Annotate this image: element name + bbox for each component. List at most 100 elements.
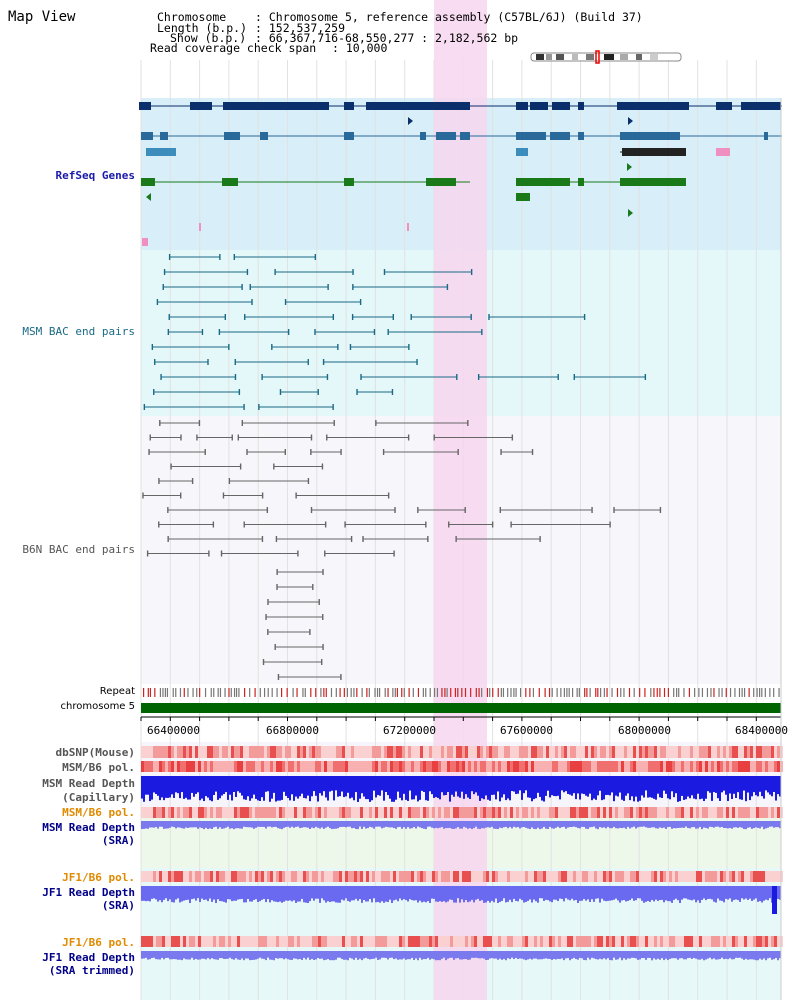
read-depth-bar	[673, 821, 675, 829]
read-depth-bar	[261, 821, 263, 827]
gene-arrow	[627, 163, 632, 171]
polymorphism-mark	[669, 746, 672, 758]
polymorphism-mark	[189, 871, 192, 882]
track-label-jf1-depth-trim-sub: (SRA trimmed)	[48, 964, 135, 977]
polymorphism-mark	[624, 871, 627, 882]
polymorphism-mark	[465, 871, 468, 882]
polymorphism-mark	[537, 807, 540, 818]
polymorphism-mark	[777, 761, 780, 772]
read-depth-bar	[475, 821, 477, 827]
polymorphism-mark	[405, 746, 408, 758]
polymorphism-mark	[603, 936, 606, 947]
read-depth-bar	[441, 951, 443, 959]
repeat-mark	[162, 688, 164, 697]
polymorphism-mark	[465, 936, 468, 947]
polymorphism-mark	[225, 936, 228, 947]
polymorphism-mark	[573, 807, 576, 818]
polymorphism-mark	[153, 807, 156, 818]
read-depth-bar	[349, 776, 351, 799]
polymorphism-mark	[648, 761, 651, 772]
polymorphism-mark	[693, 807, 696, 818]
read-depth-bar	[613, 886, 615, 900]
repeat-mark	[683, 688, 685, 697]
read-depth-bar	[765, 951, 767, 961]
polymorphism-mark	[654, 936, 657, 947]
repeat-mark	[154, 688, 156, 697]
polymorphism-mark	[657, 807, 660, 818]
polymorphism-mark	[510, 871, 513, 882]
read-depth-bar	[571, 951, 573, 959]
track-label-refseq[interactable]: RefSeq Genes	[55, 169, 135, 182]
read-depth-bar	[481, 776, 483, 799]
polymorphism-mark	[246, 746, 249, 758]
polymorphism-mark	[720, 871, 723, 882]
gene-exon	[516, 193, 530, 201]
track-label-msm-bac[interactable]: MSM BAC end pairs	[22, 325, 135, 338]
repeat-mark	[725, 688, 727, 697]
read-depth-bar	[391, 951, 393, 958]
repeat-mark	[769, 688, 771, 697]
polymorphism-mark	[288, 807, 291, 818]
repeat-mark	[529, 688, 531, 697]
read-depth-bar	[411, 951, 413, 958]
polymorphism-mark	[519, 746, 522, 758]
track-label-b6n-bac[interactable]: B6N BAC end pairs	[22, 543, 135, 556]
read-depth-bar	[725, 951, 727, 959]
polymorphism-mark	[378, 936, 381, 947]
read-depth-bar	[681, 886, 683, 900]
gene-exon	[460, 132, 470, 140]
polymorphism-mark	[633, 871, 636, 882]
read-depth-bar	[163, 951, 165, 960]
polymorphism-mark	[429, 807, 432, 818]
polymorphism-mark	[252, 807, 255, 818]
polymorphism-mark	[141, 746, 144, 758]
polymorphism-mark	[528, 807, 531, 818]
polymorphism-mark	[243, 746, 246, 758]
polymorphism-mark	[165, 746, 168, 758]
polymorphism-mark	[339, 807, 342, 818]
read-depth-bar	[561, 886, 563, 899]
read-depth-bar	[655, 886, 657, 900]
polymorphism-mark	[492, 761, 495, 772]
read-depth-bar	[595, 951, 597, 960]
polymorphism-mark	[198, 871, 201, 882]
repeat-mark	[620, 688, 622, 697]
polymorphism-mark	[633, 746, 636, 758]
read-depth-bar	[603, 776, 605, 800]
read-depth-bar	[405, 951, 407, 960]
read-depth-bar	[279, 886, 281, 902]
read-depth-bar	[557, 886, 559, 902]
polymorphism-mark	[585, 807, 588, 818]
read-depth-bar	[711, 951, 713, 960]
gene-exon	[516, 178, 566, 186]
polymorphism-mark	[318, 871, 321, 882]
polymorphism-mark	[501, 936, 504, 947]
read-depth-bar	[513, 821, 515, 827]
repeat-mark	[412, 688, 414, 697]
polymorphism-mark	[297, 936, 300, 947]
read-depth-bar	[185, 886, 187, 901]
read-depth-bar	[403, 886, 405, 900]
polymorphism-mark	[153, 871, 156, 882]
read-depth-bar	[711, 886, 713, 900]
polymorphism-mark	[219, 761, 222, 772]
polymorphism-mark	[180, 761, 183, 772]
polymorphism-mark	[261, 871, 264, 882]
read-depth-bar	[303, 886, 305, 903]
polymorphism-mark	[744, 807, 747, 818]
polymorphism-mark	[516, 936, 519, 947]
read-depth-bar	[451, 951, 453, 958]
read-depth-bar	[419, 776, 421, 800]
polymorphism-mark	[396, 807, 399, 818]
polymorphism-mark	[537, 871, 540, 882]
read-depth-bar	[641, 776, 643, 796]
polymorphism-mark	[675, 936, 678, 947]
polymorphism-mark	[636, 936, 639, 947]
gene-exon	[516, 132, 546, 140]
polymorphism-mark	[585, 871, 588, 882]
read-depth-bar	[407, 886, 409, 902]
read-depth-bar	[483, 951, 485, 959]
read-depth-bar	[759, 821, 761, 829]
read-depth-bar	[323, 776, 325, 792]
